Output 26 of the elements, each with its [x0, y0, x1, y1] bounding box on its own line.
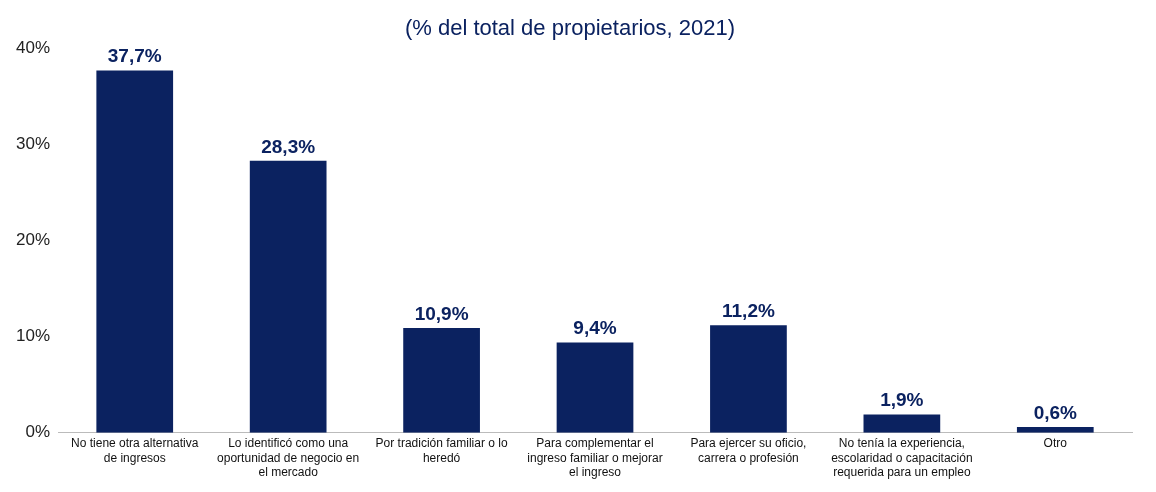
x-tick-label: Otro	[1043, 436, 1068, 451]
y-tick-label: 10%	[15, 326, 51, 346]
y-tick-label: 30%	[15, 134, 51, 154]
y-tick-label: 20%	[15, 230, 51, 250]
bar	[96, 70, 174, 433]
data-label: 10,9%	[414, 302, 469, 324]
data-label: 11,2%	[722, 299, 775, 321]
data-label: 9,4%	[573, 317, 617, 339]
y-tick-label: 40%	[15, 38, 51, 58]
y-tick-label: 0%	[25, 422, 51, 442]
x-tick-label: No tenía la experiencia, escolaridad o capacitación requerida para un empleo	[831, 436, 973, 480]
bar	[863, 414, 941, 433]
x-tick-label: No tiene otra alternativa de ingresos	[71, 436, 199, 465]
bar	[710, 325, 787, 433]
bar	[249, 160, 327, 433]
x-tick-label: Para complementar el ingreso familiar o mejorar el ingreso	[527, 436, 663, 480]
data-label: 1,9%	[880, 389, 924, 411]
x-tick-label: Lo identificó como una oportunidad de negocio en el mercado	[217, 436, 360, 480]
bar	[556, 342, 634, 433]
bar	[403, 328, 480, 433]
data-label: 28,3%	[261, 135, 316, 157]
x-tick-label: Para ejercer su oficio, carrera o profesión	[690, 436, 807, 465]
x-tick-label: Por tradición familiar o lo heredó	[375, 436, 508, 465]
chart-subtitle: (% del total de propietarios, 2021)	[404, 15, 736, 41]
data-label: 0,6%	[1033, 401, 1078, 423]
data-label: 37,7%	[107, 45, 162, 67]
